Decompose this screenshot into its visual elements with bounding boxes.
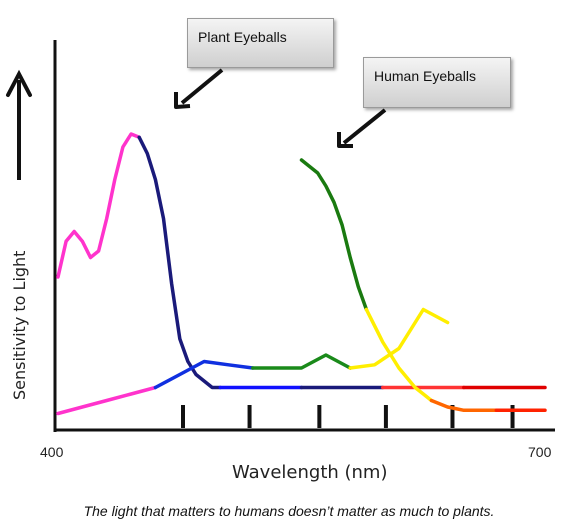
- low-curve-segment-0: [56, 385, 158, 416]
- human-curve-segment-2: [429, 398, 499, 413]
- human-curve-segment-0: [299, 158, 369, 312]
- y-axis-arrow-head: [6, 69, 32, 97]
- plant-curve-segment-0: [56, 132, 141, 279]
- curves: [56, 132, 547, 416]
- human-eyeballs-callout: Human Eyeballs: [363, 57, 511, 108]
- plant-callout-arrowhead: [174, 92, 191, 109]
- human-callout-arrow: [342, 108, 387, 145]
- plant-curve-segment-1: [137, 135, 223, 390]
- plant-eyeballs-callout: Plant Eyeballs: [187, 18, 334, 68]
- axes: [6, 40, 555, 432]
- caption: The light that matters to humans doesn’t…: [83, 503, 495, 519]
- low-curve-segment-2: [251, 353, 352, 370]
- y-axis-title: Sensitivity to Light: [10, 251, 29, 400]
- human-curve-segment-1: [364, 307, 434, 403]
- human-eyeballs-label: Human Eyeballs: [374, 68, 476, 84]
- callout-arrows: [174, 68, 387, 148]
- plant-eyeballs-label: Plant Eyeballs: [198, 29, 287, 45]
- human-callout-arrowhead: [337, 132, 353, 148]
- low-curve-segment-1: [153, 359, 255, 390]
- x-tick-label-400: 400: [40, 444, 64, 460]
- x-ticks: [180, 405, 515, 428]
- plant-callout-arrow: [180, 68, 224, 105]
- x-tick-label-700: 700: [528, 444, 552, 460]
- x-axis-title: Wavelength (nm): [232, 462, 388, 483]
- low-curve-segment-3: [348, 307, 450, 370]
